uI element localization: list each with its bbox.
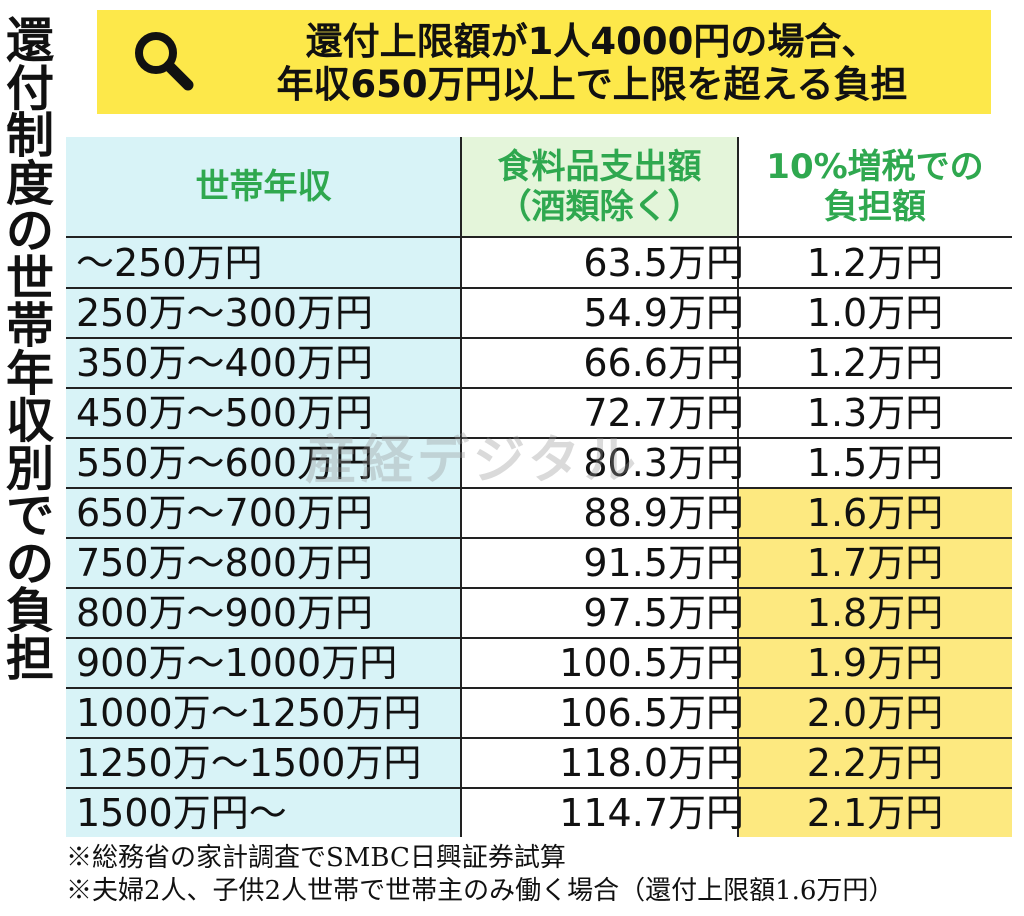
- search-icon: [135, 32, 194, 91]
- cell-tax: 1.0万円: [806, 291, 944, 335]
- cell-income: 1500万円～: [76, 791, 287, 835]
- vertical-title-char: 別: [5, 440, 54, 497]
- headline-line-2: 年収650万円以上で上限を超える負担: [276, 63, 908, 106]
- row-divider: [66, 537, 1012, 539]
- row-divider: [66, 637, 1012, 639]
- header-income-label: 世帯年収: [195, 167, 332, 207]
- cell-tax: 1.9万円: [806, 641, 944, 685]
- vertical-title-char: 付: [5, 60, 54, 117]
- burden-table: 世帯年収 食料品支出額 （酒類除く） 10%増税での 負担額 ～250万円 63.…: [66, 137, 1012, 837]
- cell-tax: 2.0万円: [806, 691, 944, 735]
- headline-banner: 還付上限額が1人4000円の場合、 年収650万円以上で上限を超える負担: [97, 10, 991, 114]
- vertical-title-char: 担: [5, 630, 54, 687]
- cell-tax: 1.2万円: [806, 241, 944, 285]
- row-divider: [66, 687, 1012, 689]
- row-divider: [66, 487, 1012, 489]
- cell-food: 80.3万円: [583, 441, 744, 485]
- header-food: 食料品支出額 （酒類除く）: [461, 137, 738, 237]
- cell-income: 1250万～1500万円: [76, 741, 422, 785]
- vertical-title-char: 帯: [5, 298, 54, 354]
- vertical-title-char: の: [5, 535, 54, 592]
- cell-food: 106.5万円: [559, 691, 744, 735]
- cell-income: 800万～900万円: [76, 591, 374, 635]
- cell-income: 450万～500万円: [76, 391, 374, 435]
- cell-food: 54.9万円: [583, 291, 744, 335]
- header-tax: 10%増税での 負担額: [738, 137, 1012, 237]
- header-tax-line1: 10%増税での: [766, 147, 984, 187]
- cell-income: 650万～700万円: [76, 491, 374, 535]
- cell-income: 1000万～1250万円: [76, 691, 422, 735]
- vertical-title-char: 年: [5, 345, 54, 402]
- vertical-title-char: 世: [5, 250, 54, 307]
- cell-tax: 2.2万円: [806, 741, 944, 785]
- cell-food: 72.7万円: [583, 391, 744, 435]
- header-income: 世帯年収: [66, 137, 461, 237]
- cell-tax: 1.6万円: [806, 491, 944, 535]
- cell-tax: 2.1万円: [806, 791, 944, 835]
- cell-food: 118.0万円: [559, 741, 744, 785]
- header-food-line1: 食料品支出額: [497, 147, 702, 187]
- cell-income: 900万～1000万円: [76, 641, 398, 685]
- vertical-title-char: 還: [5, 13, 54, 69]
- vertical-title: 還付制度の世帯年収別での負担: [2, 13, 58, 778]
- cell-food: 91.5万円: [583, 541, 744, 585]
- row-divider: [66, 337, 1012, 339]
- cell-tax: 1.5万円: [806, 441, 944, 485]
- header-food-line2: （酒類除く）: [497, 187, 702, 227]
- row-divider: [66, 587, 1012, 589]
- cell-tax: 1.2万円: [806, 341, 944, 385]
- cell-income: 250万～300万円: [76, 291, 374, 335]
- row-divider: [66, 787, 1012, 789]
- row-divider: [66, 737, 1012, 739]
- cell-food: 66.6万円: [583, 341, 744, 385]
- cell-food: 97.5万円: [583, 591, 744, 635]
- over-limit-highlight: [738, 487, 1012, 837]
- vertical-title-char: の: [5, 203, 54, 259]
- cell-tax: 1.8万円: [806, 591, 944, 635]
- cell-income: 750万～800万円: [76, 541, 374, 585]
- cell-food: 63.5万円: [583, 241, 744, 285]
- footnote-1: ※総務省の家計調査でSMBC日興証券試算: [66, 843, 566, 873]
- cell-income: ～250万円: [76, 241, 263, 285]
- cell-tax: 1.7万円: [806, 541, 944, 585]
- footnote-2: ※夫婦2人、子供2人世帯で世帯主のみ働く場合（還付上限額1.6万円）: [66, 876, 895, 906]
- row-divider: [66, 287, 1012, 289]
- footnotes: ※総務省の家計調査でSMBC日興証券試算 ※夫婦2人、子供2人世帯で世帯主のみ働…: [66, 842, 894, 908]
- headline-line-1: 還付上限額が1人4000円の場合、: [305, 20, 879, 63]
- vertical-title-char: 度: [5, 155, 54, 212]
- cell-food: 100.5万円: [559, 641, 744, 685]
- cell-tax: 1.3万円: [806, 391, 944, 435]
- cell-food: 114.7万円: [559, 791, 744, 835]
- vertical-title-char: 制: [5, 108, 54, 164]
- header-tax-line2: 負担額: [823, 187, 926, 227]
- vertical-title-char: で: [5, 488, 54, 544]
- cell-income: 550万～600万円: [76, 441, 374, 485]
- cell-food: 88.9万円: [583, 491, 744, 535]
- row-divider: [66, 437, 1012, 439]
- cell-income: 350万～400万円: [76, 341, 374, 385]
- vertical-title-char: 収: [5, 393, 54, 449]
- vertical-title-char: 負: [5, 583, 54, 639]
- row-divider: [66, 387, 1012, 389]
- header-divider: [66, 236, 1012, 238]
